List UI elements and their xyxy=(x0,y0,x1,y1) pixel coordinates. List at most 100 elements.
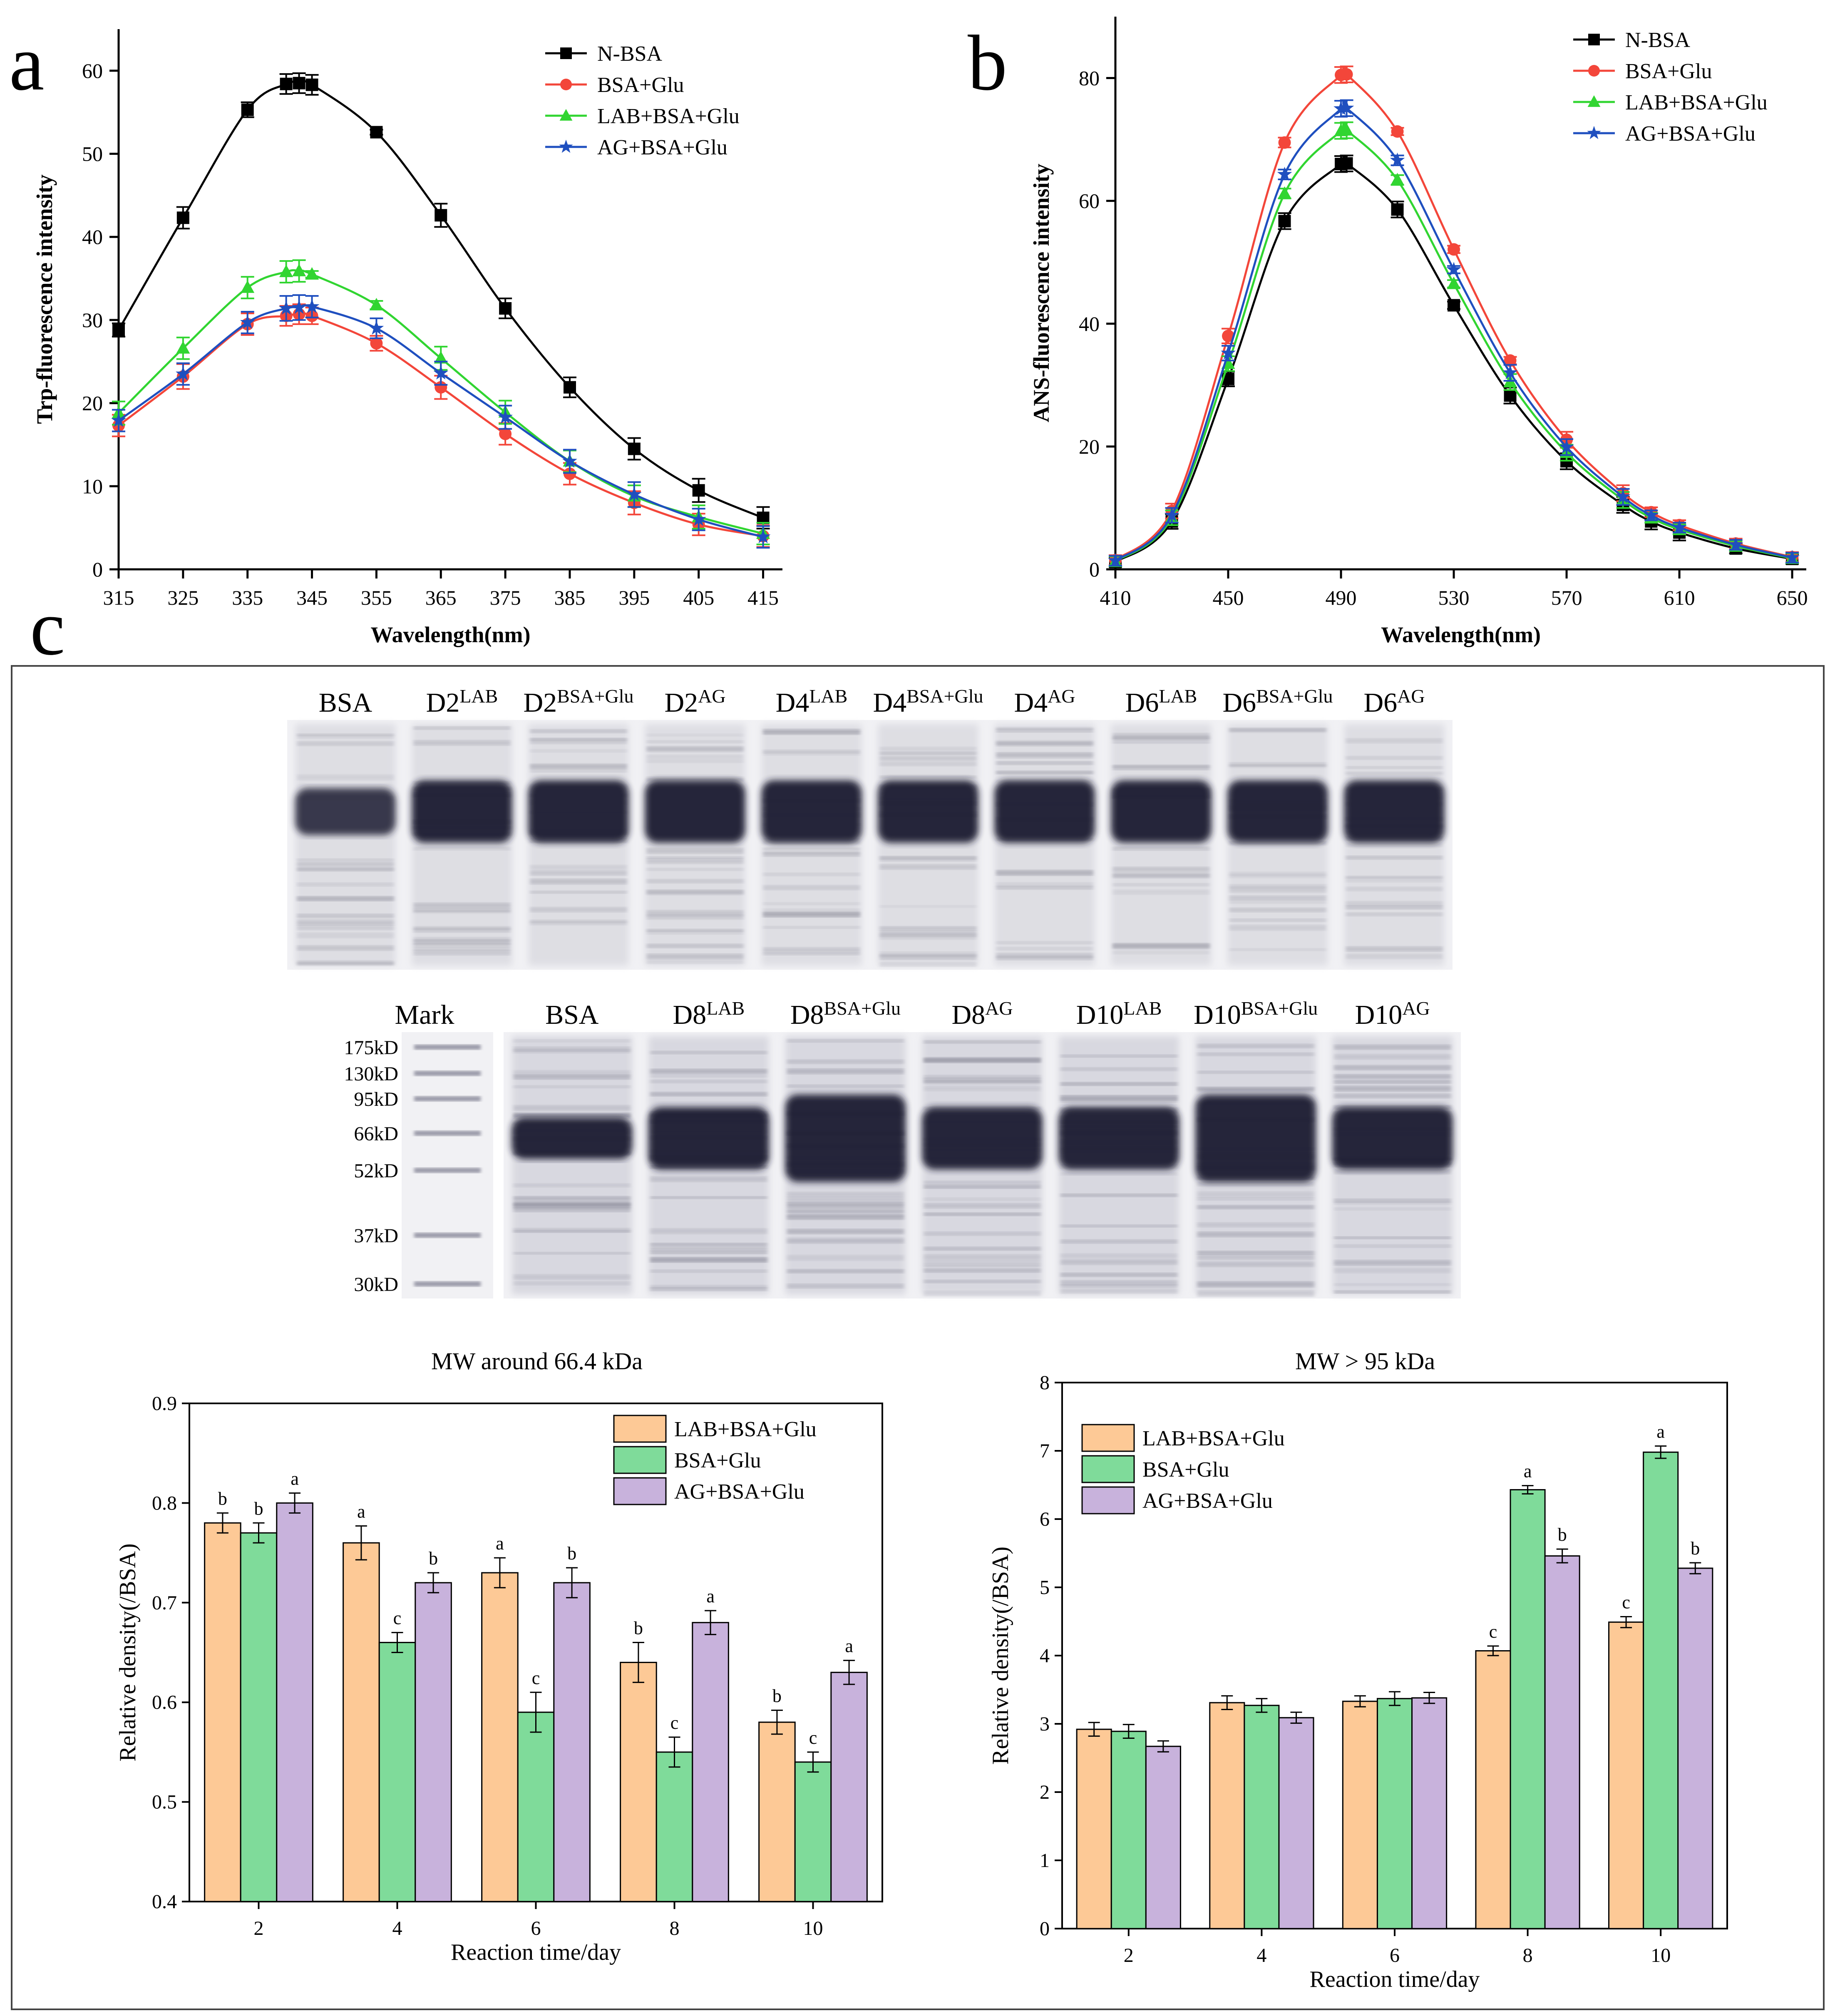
data-point xyxy=(691,511,706,526)
lane-label-sup: LAB xyxy=(1123,998,1162,1019)
lane-label: Mark xyxy=(395,1000,454,1030)
minor-band xyxy=(646,755,744,759)
significance-letter: c xyxy=(1489,1621,1497,1642)
data-point xyxy=(369,298,383,310)
lane-label-sup: LAB xyxy=(706,998,745,1019)
y-tick-label: 2 xyxy=(1040,1781,1050,1803)
minor-band xyxy=(1197,1231,1314,1237)
lane-haze xyxy=(761,724,862,966)
minor-band xyxy=(787,1229,904,1234)
minor-band xyxy=(996,742,1093,746)
y-tick-label: 0.6 xyxy=(152,1691,177,1713)
minor-band xyxy=(879,955,977,960)
gel-image-top: BSA D2LAB D2BSA+Glu D2AG D4LAB D4BSA+Glu D4AG D… xyxy=(287,685,1453,970)
minor-band xyxy=(924,1263,1041,1267)
bar xyxy=(204,1522,241,1902)
minor-band xyxy=(879,953,977,957)
minor-band xyxy=(297,896,394,901)
minor-band xyxy=(1334,1093,1451,1098)
minor-band xyxy=(530,865,627,870)
minor-band xyxy=(297,733,394,736)
minor-band xyxy=(1346,771,1443,774)
significance-letter: c xyxy=(1622,1592,1630,1613)
minor-band xyxy=(1060,1054,1178,1058)
minor-band xyxy=(996,752,1093,759)
y-tick-label: 3 xyxy=(1040,1713,1050,1735)
minor-band xyxy=(1060,1193,1178,1197)
panel-label-c: c xyxy=(30,584,65,672)
data-point xyxy=(370,337,383,350)
y-tick-label: 0.5 xyxy=(152,1791,177,1813)
legend-label: AG+BSA+Glu xyxy=(597,136,728,159)
x-tick-label: 530 xyxy=(1438,586,1470,609)
gel-lane xyxy=(1332,1036,1453,1294)
minor-band xyxy=(413,847,511,851)
bar xyxy=(378,1642,416,1902)
bar xyxy=(1342,1701,1378,1929)
y-tick-label: 0.9 xyxy=(152,1393,177,1415)
x-tick-label: 325 xyxy=(167,586,199,609)
minor-band xyxy=(513,1105,631,1111)
data-point xyxy=(241,280,255,293)
minor-band xyxy=(1112,765,1210,770)
data-point xyxy=(1644,507,1659,522)
minor-band xyxy=(1112,951,1210,954)
minor-band xyxy=(924,1231,1041,1236)
bar xyxy=(1643,1451,1679,1929)
lane-label-sup: BSA+Glu xyxy=(824,998,901,1019)
lane-haze xyxy=(645,724,745,966)
data-point xyxy=(755,529,771,544)
data-point xyxy=(628,442,641,455)
gel-lane xyxy=(295,724,396,966)
main-band xyxy=(528,780,629,843)
minor-band xyxy=(646,930,744,935)
x-tick-label: 10 xyxy=(803,1917,823,1939)
lane-label: D4BSA+Glu xyxy=(873,685,983,718)
minor-band xyxy=(530,738,627,744)
minor-band xyxy=(1346,772,1443,776)
gel-lane xyxy=(1227,724,1328,966)
minor-band xyxy=(1197,1070,1314,1074)
minor-band xyxy=(996,770,1093,774)
series-line xyxy=(118,304,764,538)
legend-label: LAB+BSA+Glu xyxy=(597,104,740,128)
data-point xyxy=(1728,537,1743,551)
minor-band xyxy=(646,777,744,780)
main-band xyxy=(994,780,1095,843)
minor-band xyxy=(530,729,627,733)
minor-band xyxy=(1229,895,1326,900)
significance-letter: a xyxy=(291,1468,299,1489)
x-tick-label: 355 xyxy=(361,586,392,609)
minor-band xyxy=(530,919,627,923)
main-band xyxy=(922,1107,1043,1169)
data-point xyxy=(304,299,320,313)
legend-label: LAB+BSA+Glu xyxy=(1625,91,1768,114)
minor-band xyxy=(646,778,744,782)
minor-band xyxy=(513,1112,631,1117)
bar xyxy=(481,1572,519,1902)
minor-band xyxy=(787,1216,904,1220)
data-point xyxy=(241,103,254,116)
series-line xyxy=(1115,100,1793,562)
main-band xyxy=(1059,1107,1179,1169)
panel-label-a: a xyxy=(9,20,44,107)
minor-band xyxy=(879,951,977,956)
minor-band xyxy=(763,912,860,918)
minor-band xyxy=(996,947,1093,951)
minor-band xyxy=(1346,738,1443,743)
minor-band xyxy=(650,1257,767,1263)
minor-band xyxy=(1229,874,1326,878)
minor-band xyxy=(996,886,1093,890)
minor-band xyxy=(513,1085,631,1088)
minor-band xyxy=(879,747,977,751)
data-point xyxy=(112,323,125,336)
minor-band xyxy=(646,740,744,743)
legend-label: N-BSA xyxy=(597,42,662,66)
minor-band xyxy=(996,941,1093,944)
chart-b-ans-fluorescence: 410 450 490 530 570 610 650 0 20 40 60 80 Wavelength… xyxy=(1029,17,1808,647)
minor-band xyxy=(650,1287,767,1291)
marker-band xyxy=(414,1096,481,1101)
significance-letter: c xyxy=(809,1728,817,1748)
minor-band xyxy=(1112,889,1210,895)
main-band xyxy=(878,780,978,843)
